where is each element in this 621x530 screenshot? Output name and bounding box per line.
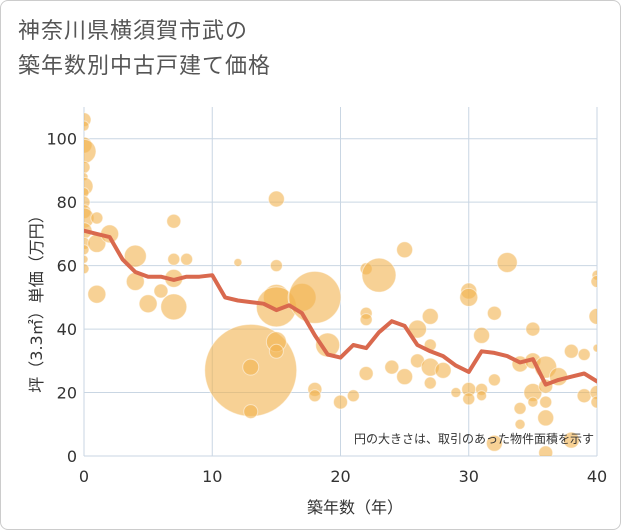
bubble — [269, 259, 283, 273]
bubble — [396, 368, 414, 386]
bubble — [358, 366, 374, 382]
bubble — [87, 284, 107, 304]
bubble — [421, 307, 439, 325]
y-tick-label: 60 — [57, 257, 77, 276]
size-annotation: 円の大きさは、取引のあった物件面積を示す — [354, 431, 594, 446]
bubble — [592, 343, 597, 353]
bubble — [459, 287, 479, 307]
bubble — [525, 321, 541, 337]
bubble — [180, 252, 194, 266]
chart-title-line-2: 築年数別中古戸建て価格 — [18, 54, 272, 79]
x-axis-label: 築年数（年） — [307, 498, 403, 517]
bubble — [576, 388, 592, 404]
bubble — [123, 244, 147, 268]
bubble — [268, 343, 284, 359]
bubble — [396, 241, 414, 259]
bubble — [485, 434, 503, 452]
bubble — [308, 389, 322, 403]
bubble — [538, 445, 554, 456]
bubble — [537, 409, 555, 427]
y-tick-label: 100 — [46, 130, 77, 149]
bubble — [267, 190, 285, 208]
bubble — [361, 257, 397, 293]
bubble — [288, 270, 342, 324]
bubble — [315, 332, 341, 358]
bubble — [359, 313, 373, 327]
bubble — [346, 389, 360, 403]
bubble — [138, 294, 158, 314]
bubble — [84, 120, 90, 132]
bubble — [84, 254, 89, 264]
bubble — [90, 211, 104, 225]
bubble — [166, 213, 182, 229]
bubble — [434, 361, 452, 379]
bubble — [487, 373, 501, 387]
bubble — [577, 347, 591, 361]
bubble — [84, 138, 97, 164]
bubble — [84, 160, 91, 174]
chart-title-line-1: 神奈川県横須賀市武の — [18, 19, 249, 44]
y-axis-label: 坪（3.3㎡）単価（万円） — [27, 207, 46, 392]
bubble — [233, 257, 243, 267]
y-tick-label: 20 — [57, 384, 77, 403]
x-tick-label: 10 — [202, 467, 222, 486]
bubble — [562, 431, 580, 449]
line-layer — [84, 228, 597, 387]
bubble — [496, 251, 518, 273]
bubble — [84, 263, 90, 275]
bubble — [333, 394, 348, 410]
y-tick-label: 80 — [57, 193, 77, 212]
bubble — [84, 244, 90, 256]
bubble — [160, 293, 188, 321]
bubble — [588, 307, 597, 325]
y-tick-label: 0 — [67, 447, 77, 466]
bubble-layer — [84, 112, 597, 456]
x-tick-label: 0 — [79, 467, 89, 486]
bubble — [514, 418, 526, 430]
bubble — [486, 305, 502, 321]
bubble — [167, 252, 181, 266]
x-tick-label: 30 — [459, 467, 479, 486]
x-tick-label: 40 — [587, 467, 607, 486]
bubble — [539, 395, 553, 409]
bubble — [450, 387, 462, 399]
bubble — [590, 395, 597, 409]
bubble — [527, 396, 539, 408]
bubble — [473, 326, 491, 344]
bubble — [462, 392, 476, 406]
bubble — [384, 359, 400, 375]
bubble — [242, 358, 260, 376]
bubble — [423, 376, 437, 390]
chart-title: 神奈川県横須賀市武の 築年数別中古戸建て価格 — [18, 14, 271, 84]
y-tick-label: 40 — [57, 320, 77, 339]
bubble — [153, 283, 169, 299]
tick-labels: 0 10 20 30 40 0 20 40 60 80 100 — [46, 130, 607, 486]
bubble — [476, 390, 488, 402]
average-price-line — [84, 228, 597, 387]
bubble — [513, 401, 527, 415]
bubble — [563, 343, 579, 359]
bubble — [84, 187, 90, 199]
bubble — [243, 404, 259, 420]
x-tick-label: 20 — [330, 467, 350, 486]
bubble — [590, 275, 597, 288]
